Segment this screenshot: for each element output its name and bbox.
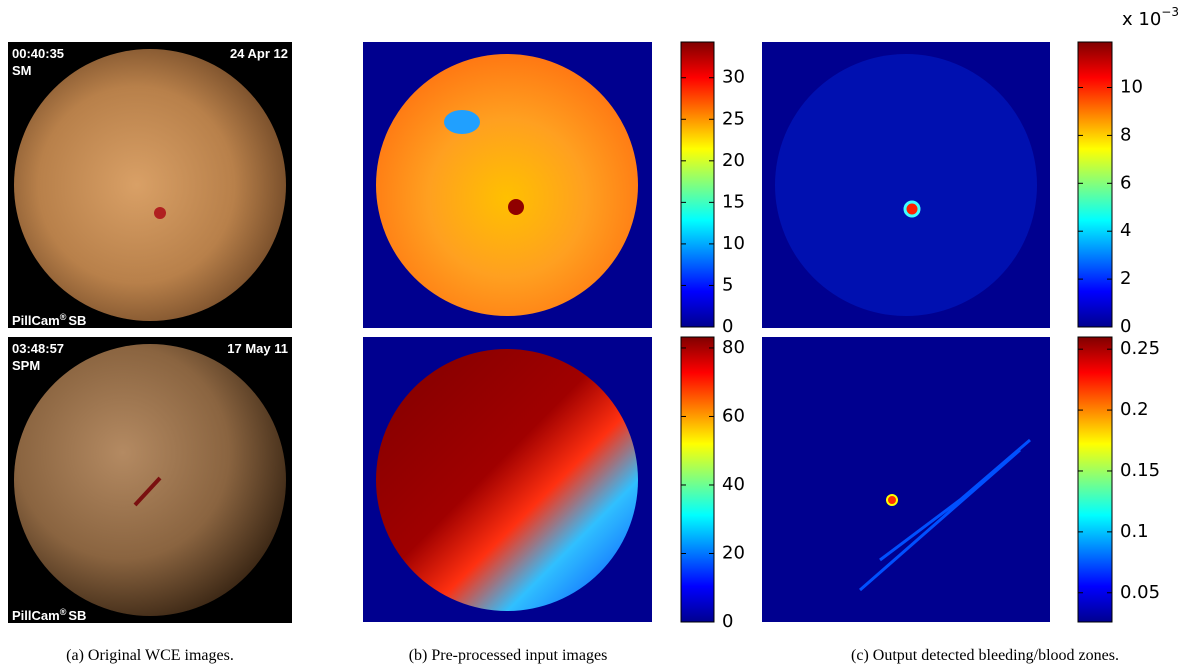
exponent-power: −3 — [1161, 5, 1179, 19]
colorbar — [681, 337, 714, 622]
map-feature — [905, 202, 919, 216]
tick-label: 40 — [722, 474, 745, 495]
tick-label: 10 — [1120, 77, 1143, 98]
wce-view — [14, 344, 286, 616]
brand: PillCam®SB — [12, 312, 86, 328]
tick-label: 10 — [722, 233, 745, 254]
mode: SM — [12, 63, 32, 78]
date: 17 May 11 — [227, 341, 288, 356]
tick-label: 5 — [722, 274, 733, 295]
tick-label: 30 — [722, 67, 745, 88]
tick-label: 8 — [1120, 124, 1131, 145]
map-image — [762, 337, 1050, 622]
figure: 00:40:35 24 Apr 12 SM PillCam®SB 03:48:5… — [0, 0, 1195, 671]
tick-label: 0 — [722, 611, 733, 632]
caption: (a) Original WCE images. — [66, 647, 234, 664]
tick-label: 0.25 — [1120, 338, 1160, 359]
brand: PillCam®SB — [12, 607, 86, 623]
tick-label: 60 — [722, 405, 745, 426]
wce-view — [14, 49, 286, 321]
colorbar — [1078, 337, 1112, 622]
map-feature — [887, 495, 897, 505]
brand-name: PillCam — [12, 608, 60, 623]
map-disc — [775, 54, 1037, 316]
tick-label: 0.2 — [1120, 399, 1149, 420]
caption: (b) Pre-processed input images — [409, 647, 608, 664]
tick-label: 0.15 — [1120, 460, 1160, 481]
tick-label: 20 — [722, 150, 745, 171]
tick-label: 2 — [1120, 268, 1131, 289]
brand-name: PillCam — [12, 313, 60, 328]
reg: ® — [60, 607, 67, 617]
tick-label: 0.05 — [1120, 582, 1160, 603]
date: 24 Apr 12 — [230, 46, 288, 61]
map-feature — [444, 110, 480, 134]
time: 00:40:35 — [12, 46, 64, 61]
colorbar — [1078, 42, 1112, 327]
tick-label: 20 — [722, 542, 745, 563]
tick-label: 0 — [722, 316, 733, 337]
reg: ® — [60, 312, 67, 322]
caption: (c) Output detected bleeding/blood zones… — [851, 647, 1119, 664]
time: 03:48:57 — [12, 341, 64, 356]
colorbar — [681, 42, 714, 327]
tick-label: 80 — [722, 337, 745, 358]
exponent: x 10−3 — [1122, 5, 1179, 31]
map-feature — [508, 199, 524, 215]
lesion — [154, 207, 166, 219]
map-disc — [376, 54, 638, 316]
model: SB — [68, 608, 86, 623]
mode: SPM — [12, 358, 40, 373]
tick-label: 0.1 — [1120, 521, 1149, 542]
tick-label: 0 — [1120, 316, 1131, 337]
tick-label: 15 — [722, 191, 745, 212]
exponent-base: x 10 — [1122, 9, 1161, 30]
tick-label: 6 — [1120, 172, 1131, 193]
tick-label: 25 — [722, 108, 745, 129]
map-disc — [376, 349, 638, 611]
model: SB — [68, 313, 86, 328]
tick-label: 4 — [1120, 220, 1131, 241]
